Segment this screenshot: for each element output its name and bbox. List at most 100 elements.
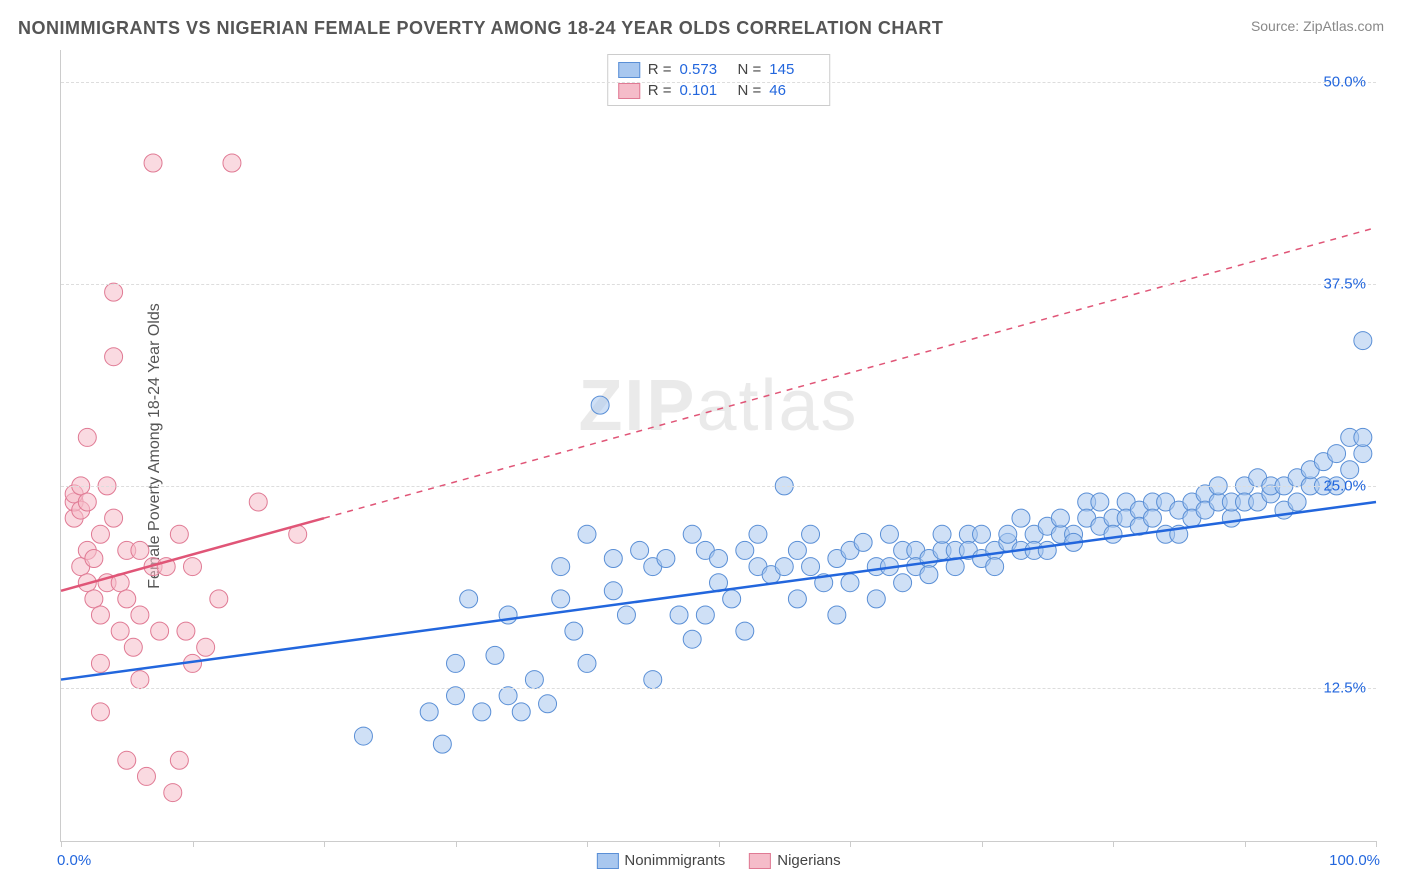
scatter-point bbox=[91, 703, 109, 721]
scatter-point bbox=[854, 533, 872, 551]
scatter-point bbox=[78, 493, 96, 511]
trend-line bbox=[61, 502, 1376, 680]
scatter-point bbox=[105, 509, 123, 527]
scatter-point bbox=[736, 622, 754, 640]
scatter-point bbox=[933, 525, 951, 543]
scatter-point bbox=[788, 541, 806, 559]
scatter-point bbox=[617, 606, 635, 624]
gridline bbox=[61, 486, 1376, 487]
scatter-point bbox=[78, 428, 96, 446]
y-tick-label: 25.0% bbox=[1323, 477, 1366, 494]
gridline bbox=[61, 688, 1376, 689]
scatter-point bbox=[420, 703, 438, 721]
scatter-point bbox=[499, 687, 517, 705]
scatter-point bbox=[696, 606, 714, 624]
scatter-point bbox=[486, 646, 504, 664]
scatter-point bbox=[151, 622, 169, 640]
scatter-point bbox=[91, 525, 109, 543]
swatch-nigerians bbox=[749, 853, 771, 869]
gridline bbox=[61, 82, 1376, 83]
scatter-point bbox=[683, 525, 701, 543]
legend-label-1: Nonimmigrants bbox=[624, 852, 725, 869]
x-tick bbox=[1245, 841, 1246, 847]
scatter-point bbox=[578, 525, 596, 543]
x-tick bbox=[850, 841, 851, 847]
scatter-point bbox=[170, 751, 188, 769]
scatter-point bbox=[1038, 541, 1056, 559]
scatter-point bbox=[1222, 509, 1240, 527]
scatter-point bbox=[999, 525, 1017, 543]
scatter-point bbox=[512, 703, 530, 721]
scatter-point bbox=[1012, 509, 1030, 527]
scatter-point bbox=[473, 703, 491, 721]
scatter-point bbox=[197, 638, 215, 656]
scatter-point bbox=[124, 638, 142, 656]
scatter-point bbox=[565, 622, 583, 640]
scatter-point bbox=[578, 654, 596, 672]
scatter-point bbox=[591, 396, 609, 414]
r-label-2: R = bbox=[648, 82, 672, 99]
scatter-point bbox=[552, 590, 570, 608]
r-value-1: 0.573 bbox=[680, 61, 730, 78]
scatter-point bbox=[460, 590, 478, 608]
scatter-point bbox=[105, 283, 123, 301]
scatter-point bbox=[91, 606, 109, 624]
y-tick-label: 37.5% bbox=[1323, 276, 1366, 293]
scatter-point bbox=[525, 671, 543, 689]
scatter-point bbox=[894, 574, 912, 592]
scatter-point bbox=[111, 622, 129, 640]
x-tick bbox=[982, 841, 983, 847]
scatter-point bbox=[802, 525, 820, 543]
scatter-point bbox=[118, 751, 136, 769]
scatter-point bbox=[867, 590, 885, 608]
scatter-point bbox=[118, 590, 136, 608]
scatter-point bbox=[1104, 525, 1122, 543]
scatter-point bbox=[828, 606, 846, 624]
scatter-point bbox=[210, 590, 228, 608]
x-tick bbox=[1376, 841, 1377, 847]
plot-svg bbox=[61, 50, 1376, 841]
source-label: Source: bbox=[1251, 18, 1299, 34]
swatch-series-1 bbox=[618, 62, 640, 78]
scatter-point bbox=[788, 590, 806, 608]
n-value-1: 145 bbox=[769, 61, 819, 78]
scatter-point bbox=[354, 727, 372, 745]
scatter-point bbox=[775, 558, 793, 576]
scatter-point bbox=[85, 590, 103, 608]
r-value-2: 0.101 bbox=[680, 82, 730, 99]
r-label-1: R = bbox=[648, 61, 672, 78]
n-label-2: N = bbox=[738, 82, 762, 99]
scatter-point bbox=[539, 695, 557, 713]
scatter-point bbox=[105, 348, 123, 366]
x-tick bbox=[456, 841, 457, 847]
y-tick-label: 50.0% bbox=[1323, 74, 1366, 91]
legend-item-2: Nigerians bbox=[749, 852, 840, 869]
scatter-point bbox=[880, 525, 898, 543]
y-tick-label: 12.5% bbox=[1323, 679, 1366, 696]
x-tick bbox=[61, 841, 62, 847]
scatter-point bbox=[920, 566, 938, 584]
scatter-point bbox=[91, 654, 109, 672]
scatter-point bbox=[644, 671, 662, 689]
scatter-point bbox=[170, 525, 188, 543]
scatter-point bbox=[973, 525, 991, 543]
scatter-point bbox=[131, 606, 149, 624]
scatter-point bbox=[1091, 493, 1109, 511]
scatter-point bbox=[736, 541, 754, 559]
scatter-point bbox=[657, 550, 675, 568]
scatter-point bbox=[1354, 445, 1372, 463]
x-axis-max-label: 100.0% bbox=[1329, 852, 1380, 869]
chart-container: NONIMMIGRANTS VS NIGERIAN FEMALE POVERTY… bbox=[0, 0, 1406, 892]
legend-series: Nonimmigrants Nigerians bbox=[596, 852, 840, 869]
scatter-point bbox=[631, 541, 649, 559]
n-label-1: N = bbox=[738, 61, 762, 78]
x-tick bbox=[587, 841, 588, 847]
scatter-point bbox=[1288, 493, 1306, 511]
scatter-point bbox=[447, 654, 465, 672]
plot-area: ZIPatlas R = 0.573 N = 145 R = 0.101 N =… bbox=[60, 50, 1376, 842]
x-tick bbox=[719, 841, 720, 847]
swatch-nonimmigrants bbox=[596, 853, 618, 869]
trend-line-extrapolated bbox=[324, 228, 1376, 519]
x-axis-min-label: 0.0% bbox=[57, 852, 91, 869]
scatter-point bbox=[447, 687, 465, 705]
